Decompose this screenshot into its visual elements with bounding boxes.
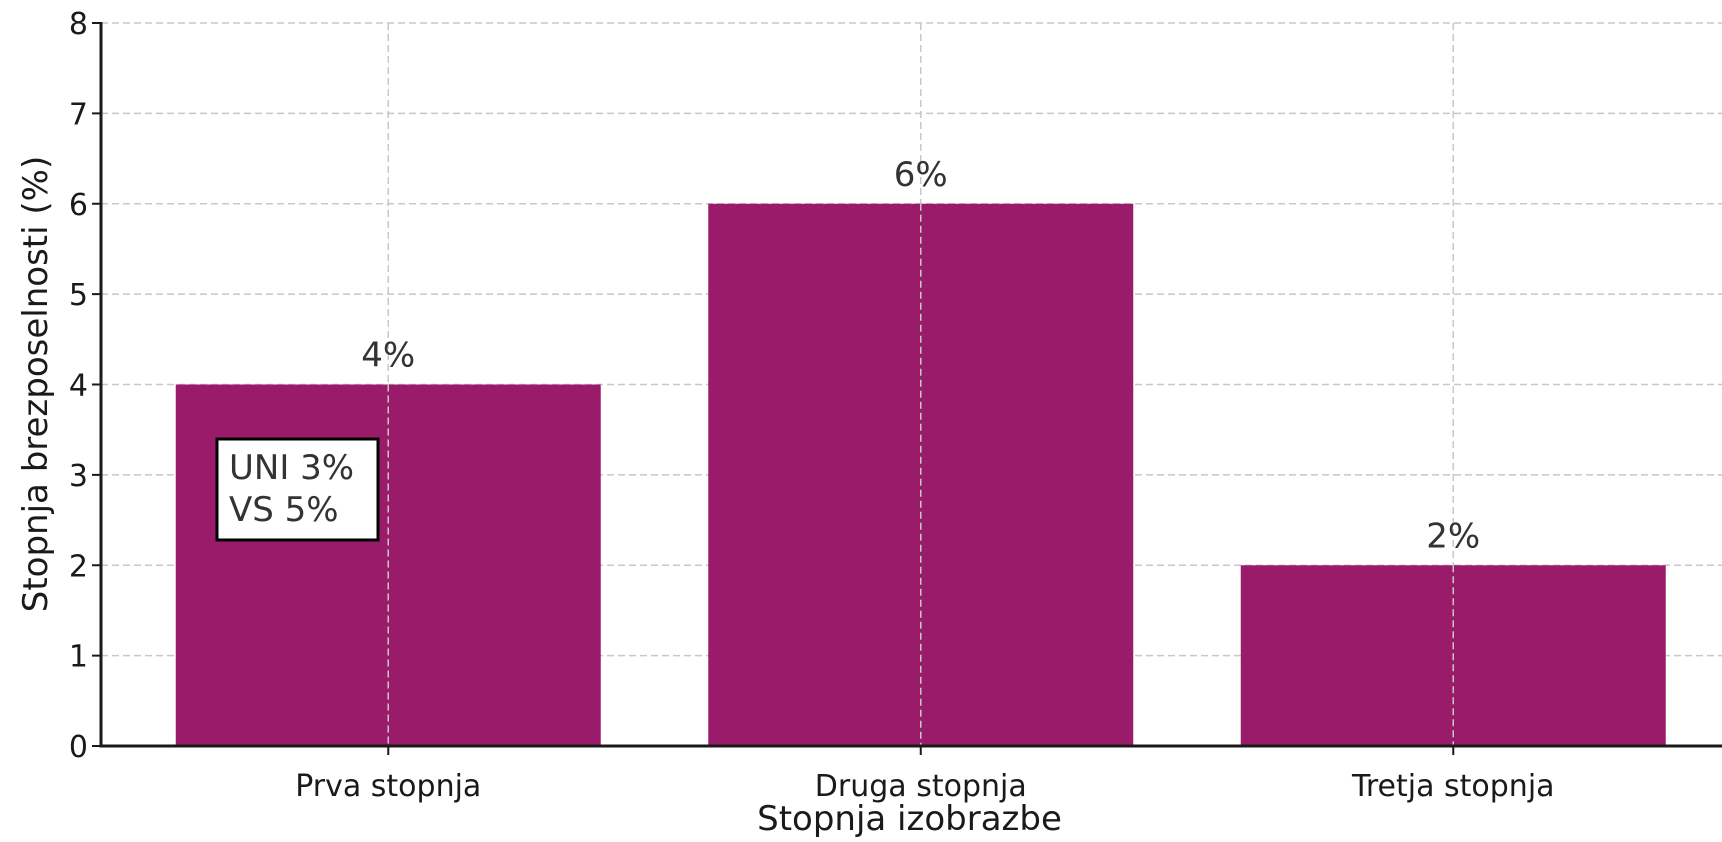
y-tick-label: 3 xyxy=(69,459,88,494)
annotation-line: UNI 3% xyxy=(229,448,354,488)
y-tick-label: 1 xyxy=(69,640,88,675)
y-tick-label: 2 xyxy=(69,549,88,584)
x-tick-label: Tretja stopnja xyxy=(1351,769,1555,804)
x-axis-title: Stopnja izobrazbe xyxy=(757,799,1062,839)
bar-value-label: 2% xyxy=(1426,516,1480,556)
y-tick-label: 6 xyxy=(69,188,88,223)
x-gridlines-over-bars xyxy=(387,203,1454,746)
bar-value-label: 6% xyxy=(894,155,948,195)
y-tick-label: 0 xyxy=(69,730,88,765)
y-tick-label: 5 xyxy=(69,278,88,313)
annotation-frame xyxy=(215,437,380,542)
y-axis-title: Stopnja brezposelnosti (%) xyxy=(16,156,56,612)
annotation-box: UNI 3%VS 5% xyxy=(215,437,380,542)
bar-value-labels: 4% 6% 2% xyxy=(361,155,1480,557)
y-axis-ticks: 0 1 2 3 4 5 6 7 8 xyxy=(69,7,101,765)
annotation-line: VS 5% xyxy=(229,490,339,530)
x-tick-label: Prva stopnja xyxy=(295,769,481,804)
x-axis-ticks: Prva stopnja Druga stopnja Tretja stopnja xyxy=(295,746,1555,804)
y-tick-label: 7 xyxy=(69,97,88,132)
y-tick-label: 4 xyxy=(69,369,88,404)
x-tick-label: Druga stopnja xyxy=(815,769,1027,804)
y-tick-label: 8 xyxy=(69,7,88,42)
bar-value-label: 4% xyxy=(361,336,415,376)
